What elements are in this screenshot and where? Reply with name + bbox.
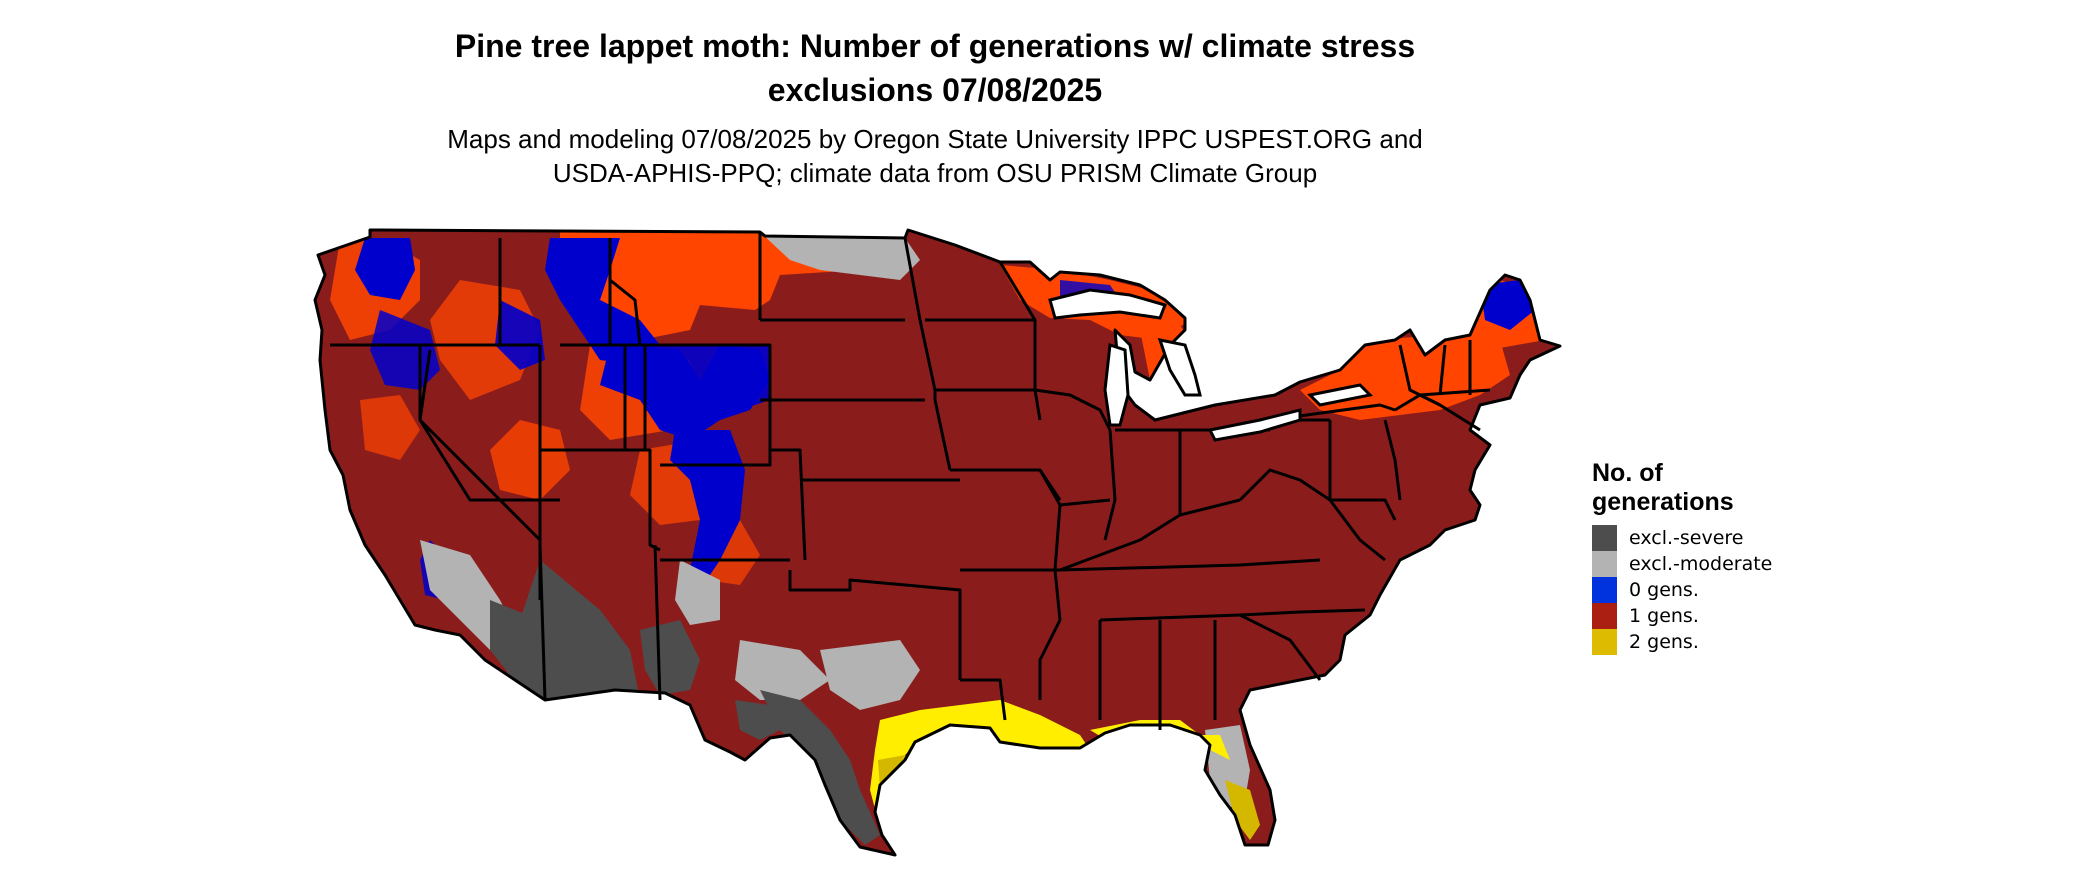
legend-title: No. of generations	[1592, 459, 1792, 517]
legend-title-line1: No. of	[1592, 459, 1663, 487]
map-subtitle-line2: USDA-APHIS-PPQ; climate data from OSU PR…	[552, 158, 1318, 188]
legend-title-line2: generations	[1592, 488, 1734, 516]
legend-label-2-gens: 2 gens.	[1629, 631, 1699, 653]
state-borders	[313, 228, 1562, 857]
legend-label-excl-moderate: excl.-moderate	[1629, 553, 1773, 575]
legend-swatch-excl-severe	[1592, 525, 1617, 551]
map-title: Pine tree lappet moth: Number of generat…	[0, 24, 1870, 112]
map-title-line2: exclusions 07/08/2025	[767, 72, 1103, 108]
us-map-fill	[313, 228, 1562, 857]
legend-item-excl-moderate: excl.-moderate	[1592, 551, 1792, 577]
legend-item-1-gens: 1 gens.	[1592, 603, 1792, 629]
legend-item-excl-severe: excl.-severe	[1592, 525, 1792, 551]
legend-swatch-excl-moderate	[1592, 551, 1617, 577]
legend-swatch-0-gens	[1592, 577, 1617, 603]
map-subtitle-line1: Maps and modeling 07/08/2025 by Oregon S…	[447, 124, 1423, 154]
map-title-line1: Pine tree lappet moth: Number of generat…	[454, 28, 1416, 64]
legend-item-2-gens: 2 gens.	[1592, 629, 1792, 655]
legend-swatch-2-gens	[1592, 629, 1617, 655]
legend-item-0-gens: 0 gens.	[1592, 577, 1792, 603]
legend-label-0-gens: 0 gens.	[1629, 579, 1699, 601]
great-lakes	[1048, 288, 1374, 442]
legend-label-1-gens: 1 gens.	[1629, 605, 1699, 627]
map-subtitle: Maps and modeling 07/08/2025 by Oregon S…	[0, 122, 1870, 190]
legend-label-excl-severe: excl.-severe	[1629, 527, 1744, 549]
legend: No. of generations excl.-severe excl.-mo…	[1592, 459, 1792, 655]
legend-swatch-1-gens	[1592, 603, 1617, 629]
